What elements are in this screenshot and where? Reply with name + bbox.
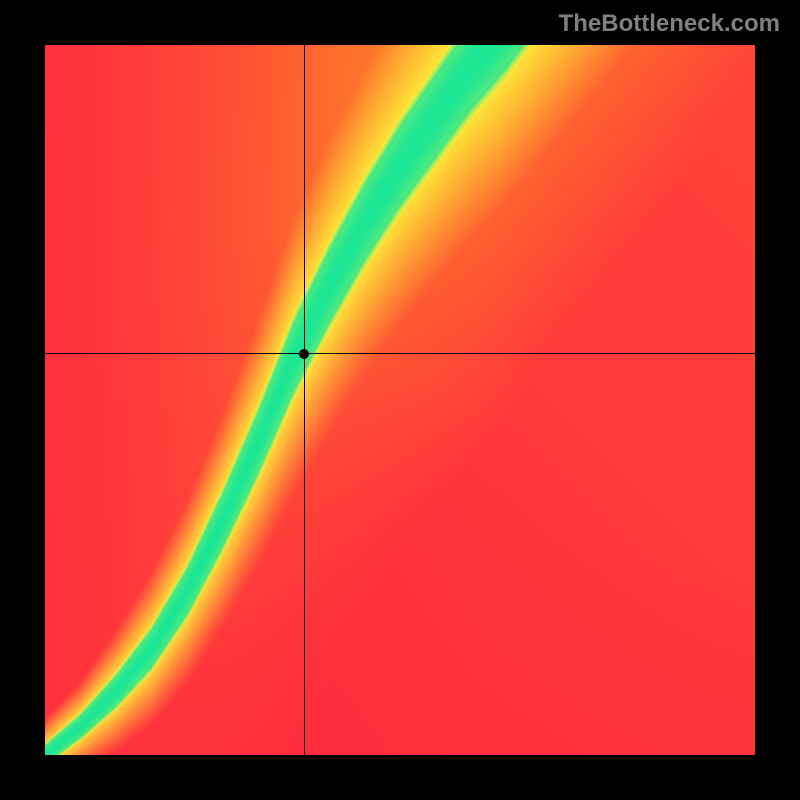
watermark-text: TheBottleneck.com (559, 10, 780, 38)
marker-dot (299, 349, 309, 359)
heatmap-canvas (45, 45, 755, 755)
crosshair-horizontal (45, 353, 755, 354)
heatmap-plot (45, 45, 755, 755)
crosshair-vertical (304, 45, 305, 755)
